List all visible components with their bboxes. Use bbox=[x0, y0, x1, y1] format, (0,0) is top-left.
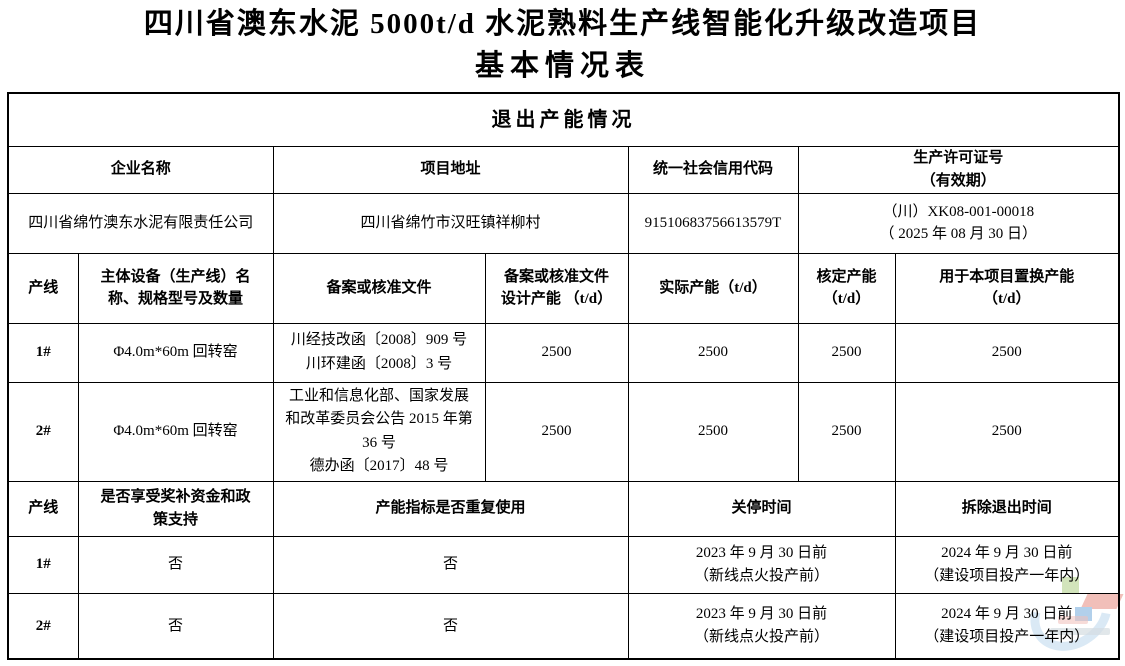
header-production-line-2: 产线 bbox=[7, 480, 79, 537]
cell-project-address: 四川省绵竹市汉旺镇祥柳村 bbox=[272, 192, 629, 254]
header-credit-code: 统一社会信用代码 bbox=[627, 145, 799, 194]
header-license-number: 生产许可证号 （有效期） bbox=[797, 145, 1120, 194]
header-actual-capacity: 实际产能（t/d） bbox=[627, 252, 799, 324]
cell-shutdown-time-2: 2023 年 9 月 30 日前 （新线点火投产前） bbox=[627, 592, 896, 660]
cell-subsidy-1: 否 bbox=[77, 535, 274, 594]
cell-subsidy-2: 否 bbox=[77, 592, 274, 660]
table-row: 2# Φ4.0m*60m 回转窑 工业和信息化部、国家发展 和改革委员会公告 2… bbox=[7, 381, 1120, 482]
cell-approved-capacity-1: 2500 bbox=[797, 322, 896, 383]
table-row: 退出产能情况 bbox=[7, 92, 1120, 147]
header-indicator-reuse: 产能指标是否重复使用 bbox=[272, 480, 629, 537]
header-production-line: 产线 bbox=[7, 252, 79, 324]
table-row: 企业名称 项目地址 统一社会信用代码 生产许可证号 （有效期） bbox=[7, 145, 1120, 194]
table-row: 2# 否 否 2023 年 9 月 30 日前 （新线点火投产前） 2024 年… bbox=[7, 592, 1120, 660]
cell-license-number: （川）XK08-001-00018 （ 2025 年 08 月 30 日） bbox=[797, 192, 1120, 254]
header-replacement-capacity: 用于本项目置换产能 （t/d） bbox=[894, 252, 1120, 324]
header-company-name: 企业名称 bbox=[7, 145, 274, 194]
cell-line-2: 2# bbox=[7, 381, 79, 482]
section-title-exit-capacity: 退出产能情况 bbox=[7, 92, 1120, 147]
cell-replacement-capacity-1: 2500 bbox=[894, 322, 1120, 383]
header-demolition-time: 拆除退出时间 bbox=[894, 480, 1120, 537]
cell-documents-2: 工业和信息化部、国家发展 和改革委员会公告 2015 年第 36 号 德办函〔2… bbox=[272, 381, 486, 482]
document-title: 四川省澳东水泥 5000t/d 水泥熟料生产线智能化升级改造项目 基本情况表 bbox=[0, 2, 1125, 86]
header-main-equipment: 主体设备（生产线）名 称、规格型号及数量 bbox=[77, 252, 274, 324]
cell-company-name: 四川省绵竹澳东水泥有限责任公司 bbox=[7, 192, 274, 254]
cell-exit-line-2: 2# bbox=[7, 592, 79, 660]
table-row: 产线 主体设备（生产线）名 称、规格型号及数量 备案或核准文件 备案或核准文件 … bbox=[7, 252, 1120, 324]
cell-credit-code: 91510683756613579T bbox=[627, 192, 799, 254]
cell-actual-capacity-2: 2500 bbox=[627, 381, 799, 482]
cell-exit-line-1: 1# bbox=[7, 535, 79, 594]
header-subsidy-support: 是否享受奖补资金和政 策支持 bbox=[77, 480, 274, 537]
table-row: 产线 是否享受奖补资金和政 策支持 产能指标是否重复使用 关停时间 拆除退出时间 bbox=[7, 480, 1120, 537]
table-row: 四川省绵竹澳东水泥有限责任公司 四川省绵竹市汉旺镇祥柳村 91510683756… bbox=[7, 192, 1120, 254]
document-title-line1: 四川省澳东水泥 5000t/d 水泥熟料生产线智能化升级改造项目 bbox=[143, 8, 982, 40]
cell-demolition-time-2: 2024 年 9 月 30 日前 （建设项目投产一年内） bbox=[894, 592, 1120, 660]
document-title-line2: 基本情况表 bbox=[474, 50, 650, 82]
table-row: 1# Φ4.0m*60m 回转窑 川经技改函〔2008〕909 号 川环建函〔2… bbox=[7, 322, 1120, 383]
cell-actual-capacity-1: 2500 bbox=[627, 322, 799, 383]
cell-design-capacity-2: 2500 bbox=[484, 381, 629, 482]
cell-equipment-1: Φ4.0m*60m 回转窑 bbox=[77, 322, 274, 383]
header-project-address: 项目地址 bbox=[272, 145, 629, 194]
cell-shutdown-time-1: 2023 年 9 月 30 日前 （新线点火投产前） bbox=[627, 535, 896, 594]
cell-design-capacity-1: 2500 bbox=[484, 322, 629, 383]
cell-reuse-2: 否 bbox=[272, 592, 629, 660]
cell-documents-1: 川经技改函〔2008〕909 号 川环建函〔2008〕3 号 bbox=[272, 322, 486, 383]
header-approved-capacity: 核定产能 （t/d） bbox=[797, 252, 896, 324]
cell-reuse-1: 否 bbox=[272, 535, 629, 594]
basic-info-table: 退出产能情况 企业名称 项目地址 统一社会信用代码 生产许可证号 （有效期） 四… bbox=[7, 92, 1121, 660]
header-shutdown-time: 关停时间 bbox=[627, 480, 896, 537]
cell-replacement-capacity-2: 2500 bbox=[894, 381, 1120, 482]
cell-demolition-time-1: 2024 年 9 月 30 日前 （建设项目投产一年内） bbox=[894, 535, 1120, 594]
table-row: 1# 否 否 2023 年 9 月 30 日前 （新线点火投产前） 2024 年… bbox=[7, 535, 1120, 594]
cell-approved-capacity-2: 2500 bbox=[797, 381, 896, 482]
cell-equipment-2: Φ4.0m*60m 回转窑 bbox=[77, 381, 274, 482]
header-design-capacity: 备案或核准文件 设计产能 （t/d） bbox=[484, 252, 629, 324]
cell-line-1: 1# bbox=[7, 322, 79, 383]
header-approval-document: 备案或核准文件 bbox=[272, 252, 486, 324]
